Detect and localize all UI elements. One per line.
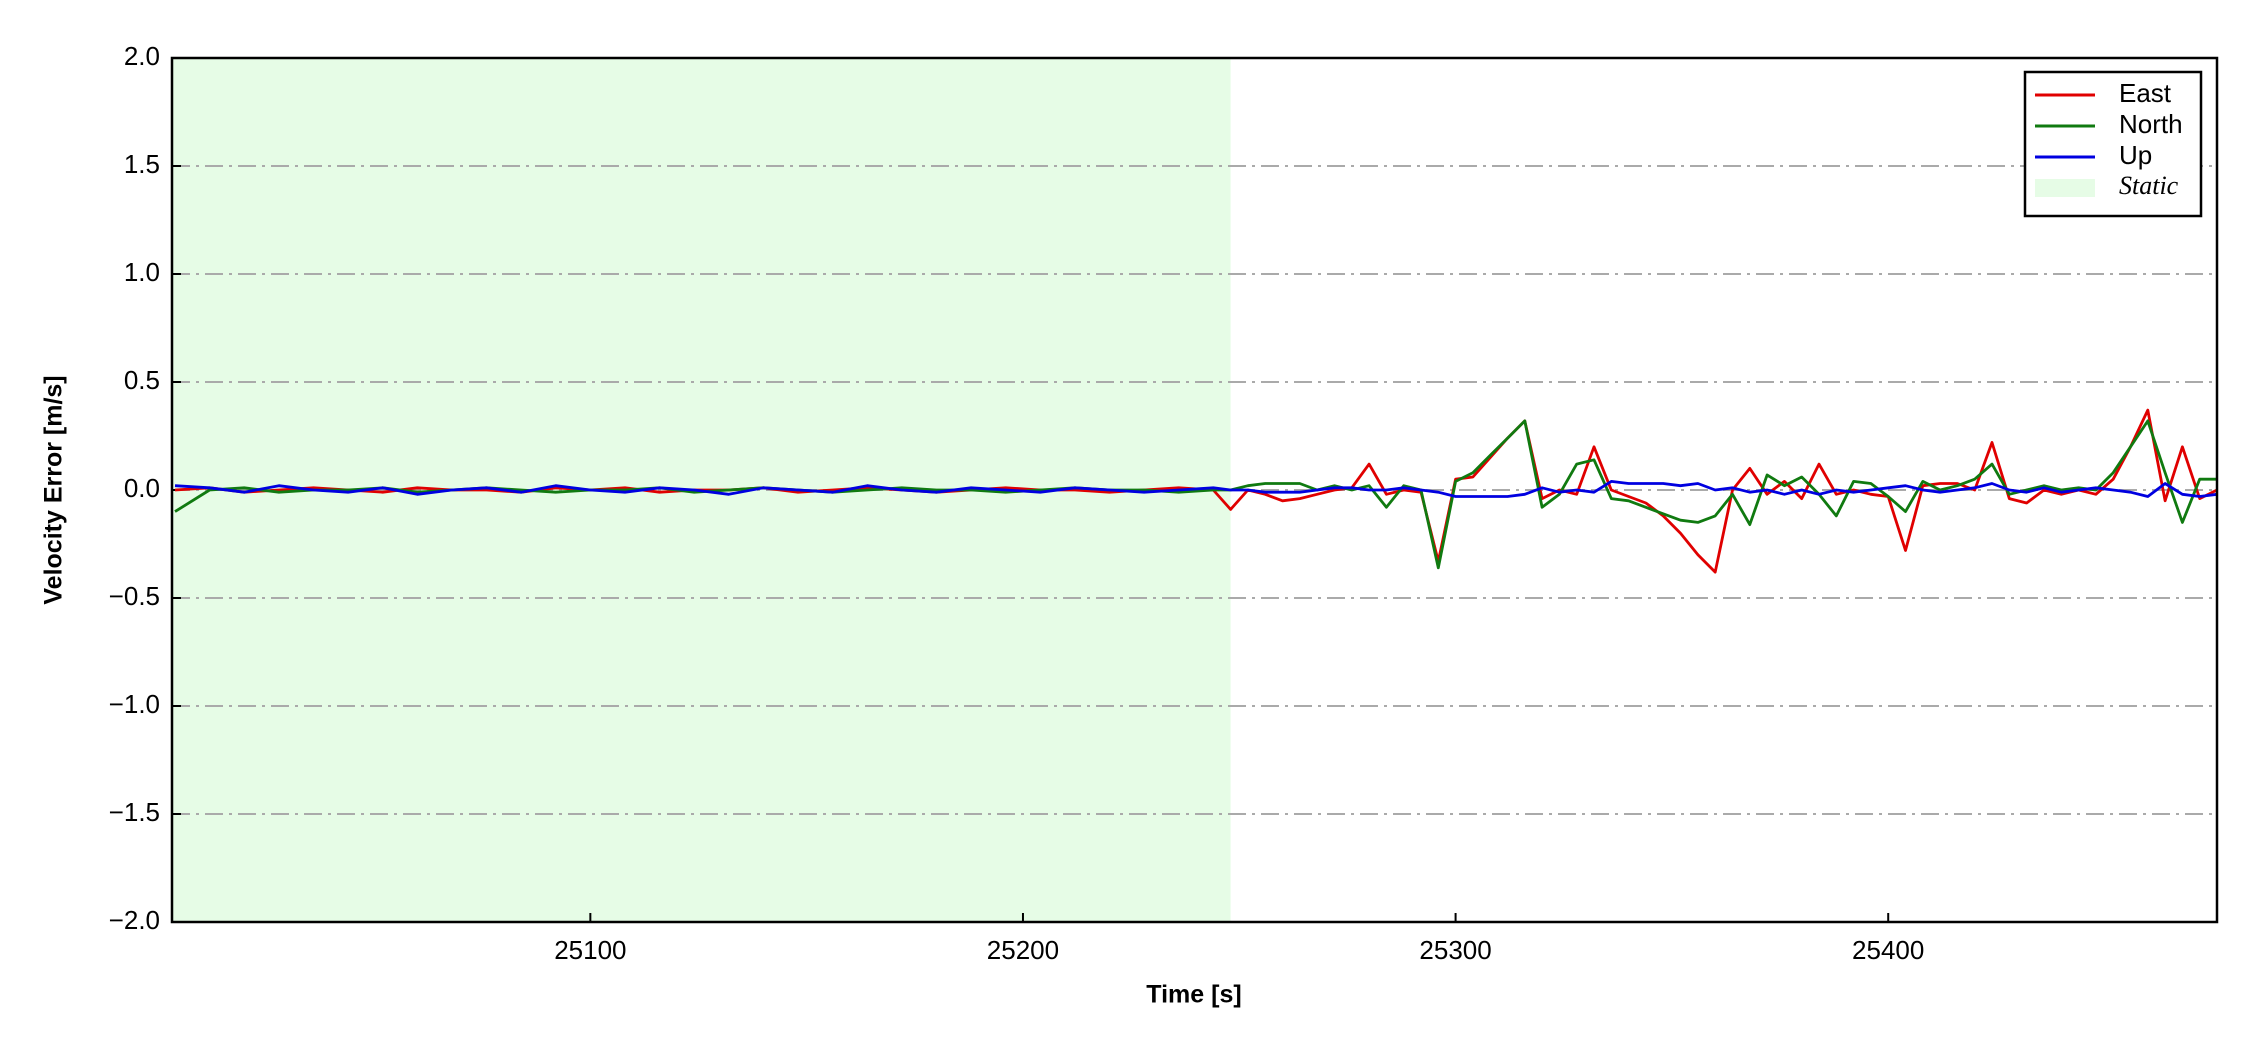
legend-label: Up [2119, 140, 2152, 170]
series-line [174, 480, 2218, 498]
y-tick-label: 2.0 [124, 41, 160, 71]
legend-label: Static [2119, 171, 2179, 200]
x-tick-label: 25200 [987, 935, 1059, 965]
y-tick-label: 1.5 [124, 149, 160, 179]
y-tick-label: −2.0 [109, 905, 160, 935]
x-axis-label: Time [s] [1146, 981, 1241, 1009]
series-line [174, 419, 2217, 570]
y-axis-label: Velocity Error [m/s] [40, 375, 68, 604]
y-tick-label: 0.0 [124, 473, 160, 503]
y-tick-label: 0.5 [124, 365, 160, 395]
legend-label: East [2119, 78, 2172, 108]
y-tick-label: −1.0 [109, 689, 160, 719]
x-tick-label: 25400 [1852, 935, 1924, 965]
plot-frame [170, 56, 2219, 924]
y-tick-label: 1.0 [124, 257, 160, 287]
y-tick-label: −0.5 [109, 581, 160, 611]
x-tick-label: 25100 [554, 935, 626, 965]
legend-label: North [2119, 109, 2183, 139]
x-tick-label: 25300 [1419, 935, 1491, 965]
legend-swatch [2035, 179, 2095, 197]
y-tick-label: −1.5 [109, 797, 160, 827]
